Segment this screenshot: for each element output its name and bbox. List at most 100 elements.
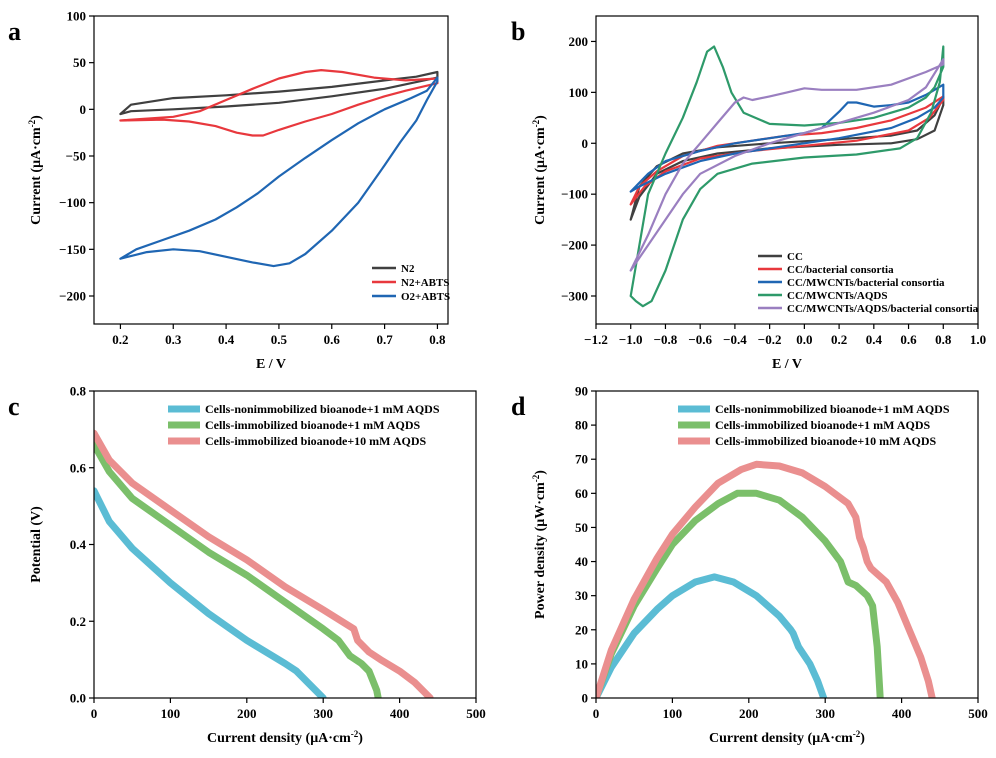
series-line-b-1 [629,95,945,206]
x-tick-label-b-7: 0.2 [831,332,847,347]
x-axis-title-d: Current density (μA·cm-2) [709,729,865,746]
x-tick-label-b-8: 0.4 [866,332,883,347]
x-tick-label-c-5: 500 [466,706,486,721]
y-tick-label-c-1: 0.2 [70,614,86,629]
x-tick-label-a-1: 0.3 [165,332,182,347]
series-line-c-0 [94,487,327,698]
legend-a: N2 N2+ABTS O2+ABTS [372,263,450,303]
x-axis-title-b: E / V [772,357,802,372]
x-tick-label-b-0: −1.2 [584,332,608,347]
y-tick-label-b-0: 200 [569,34,589,49]
legend-label-a-2: O2+ABTS [401,291,450,303]
x-axis-title-c: Current density (μA·cm-2) [207,729,363,746]
panel-d: d 0 100 200 300 400 500 0 10 20 30 40 50 60 70 80 90 Curr… [511,384,988,747]
x-tick-label-d-0: 0 [593,706,600,721]
legend-c: Cells-nonimmobilized bioanode+1 mM AQDS C… [168,402,440,448]
y-tick-label-d-8: 80 [575,418,588,433]
x-tick-label-c-4: 400 [390,706,410,721]
x-tick-label-d-2: 200 [739,706,759,721]
y-tick-label-d-7: 70 [575,452,588,467]
y-tick-label-a-4: −100 [59,195,86,210]
x-tick-label-b-4: −0.4 [723,332,747,347]
panel-letter-d: d [511,392,526,421]
x-tick-label-d-5: 500 [968,706,988,721]
x-tick-label-c-2: 200 [237,706,257,721]
x-tick-label-a-5: 0.7 [376,332,393,347]
y-tick-label-c-0: 0.0 [70,691,86,706]
x-tick-label-d-1: 100 [663,706,683,721]
series-line-c-2 [94,429,434,698]
legend-label-a-0: N2 [401,263,415,275]
y-tick-label-a-1: 50 [73,55,86,70]
legend-label-d-0: Cells-nonimmobilized bioanode+1 mM AQDS [715,402,950,416]
x-tick-label-a-2: 0.4 [218,332,235,347]
series-group-a [119,69,439,268]
legend-label-b-1: CC/bacterial consortia [787,264,894,276]
legend-label-c-2: Cells-immobilized bioanode+10 mM AQDS [205,434,427,448]
series-line-b-2 [629,83,945,193]
y-tick-label-c-4: 0.8 [70,384,87,399]
y-tick-label-b-2: 0 [582,136,589,151]
legend-label-b-2: CC/MWCNTs/bacterial consortia [787,277,945,289]
y-tick-label-b-3: −100 [561,187,588,202]
legend-label-a-1: N2+ABTS [401,277,449,289]
y-tick-label-d-9: 90 [575,384,588,399]
x-tick-label-a-6: 0.8 [429,332,446,347]
series-line-a-0 [119,70,439,116]
x-tick-label-b-3: −0.6 [688,332,712,347]
x-tick-label-b-5: −0.2 [758,332,782,347]
y-tick-label-d-0: 0 [582,691,589,706]
panel-b: b −1.2 −1.0 −0.8 −0.6 −0.4 −0.2 0.0 0.2 0.4 0.6 0.8… [511,15,986,372]
y-tick-label-a-5: −150 [59,242,86,257]
x-tick-label-b-10: 0.8 [935,332,952,347]
y-tick-label-c-3: 0.6 [70,460,87,475]
legend-label-c-1: Cells-immobilized bioanode+1 mM AQDS [205,418,421,432]
y-tick-label-d-2: 20 [575,622,588,637]
x-tick-label-b-6: 0.0 [796,332,812,347]
y-tick-label-d-3: 30 [575,588,588,603]
y-axis-title-c: Potential (V) [29,506,44,583]
series-line-a-2 [119,76,439,268]
y-tick-label-d-6: 60 [575,486,588,501]
x-tick-label-c-0: 0 [91,706,98,721]
x-tick-label-b-9: 0.6 [900,332,917,347]
panel-a: a 0.2 0.3 0.4 0.5 0.6 0.7 0.8 100 50 0 −50 −100 −150 −… [8,9,450,373]
y-tick-label-c-2: 0.4 [70,537,87,552]
plot-frame-d [595,390,979,699]
x-tick-label-c-1: 100 [161,706,181,721]
y-tick-label-b-4: −200 [561,238,588,253]
plot-frame-b [595,15,979,325]
series-line-b-3 [629,45,945,308]
y-tick-label-b-5: −300 [561,289,588,304]
series-line-b-4 [629,58,945,272]
legend-label-b-3: CC/MWCNTs/AQDS [787,290,887,302]
y-axis-title-d: Power density (μW·cm-2) [531,470,548,619]
series-group-c [94,429,434,698]
y-tick-label-d-4: 40 [575,554,588,569]
series-line-d-1 [596,489,884,698]
legend-label-d-1: Cells-immobilized bioanode+1 mM AQDS [715,418,931,432]
series-group-d [596,460,936,698]
legend-label-d-2: Cells-immobilized bioanode+10 mM AQDS [715,434,937,448]
x-tick-label-a-4: 0.6 [324,332,341,347]
x-axis-title-a: E / V [256,357,286,372]
panel-letter-a: a [8,17,21,46]
y-tick-label-d-1: 10 [575,656,588,671]
legend-d: Cells-nonimmobilized bioanode+1 mM AQDS C… [678,402,950,448]
y-tick-label-a-6: −200 [59,289,86,304]
y-axis-title-b: Current (μA·cm-2) [531,115,548,225]
panel-letter-c: c [8,392,20,421]
series-line-a-1 [119,69,439,137]
series-line-d-2 [596,460,936,698]
x-tick-label-c-3: 300 [313,706,333,721]
legend-label-b-0: CC [787,251,803,263]
series-line-c-1 [94,441,382,698]
y-tick-label-d-5: 50 [575,520,588,535]
y-tick-label-a-3: −50 [66,149,86,164]
x-tick-label-b-1: −1.0 [619,332,643,347]
legend-label-c-0: Cells-nonimmobilized bioanode+1 mM AQDS [205,402,440,416]
y-tick-label-a-0: 100 [67,9,87,24]
x-tick-label-d-4: 400 [892,706,912,721]
